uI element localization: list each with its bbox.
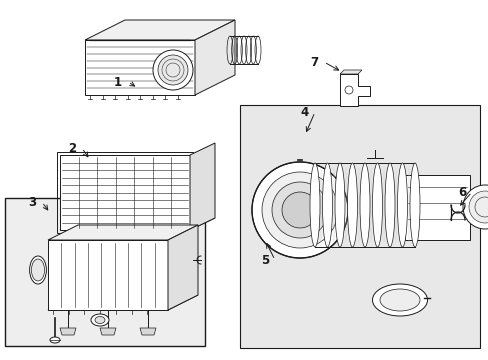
Polygon shape	[48, 295, 198, 310]
Bar	[5, 198, 204, 346]
Circle shape	[271, 182, 327, 238]
Ellipse shape	[50, 337, 60, 343]
Polygon shape	[339, 74, 369, 106]
Ellipse shape	[30, 256, 46, 284]
Text: 7: 7	[309, 55, 317, 68]
Text: 3: 3	[28, 195, 36, 208]
Circle shape	[468, 191, 488, 223]
Circle shape	[153, 50, 193, 90]
Ellipse shape	[91, 314, 109, 326]
Circle shape	[262, 172, 337, 248]
Text: 4: 4	[300, 105, 308, 118]
Polygon shape	[48, 225, 198, 240]
Ellipse shape	[359, 163, 369, 247]
Ellipse shape	[384, 163, 394, 247]
Polygon shape	[190, 143, 215, 230]
Ellipse shape	[379, 289, 419, 311]
Text: 2: 2	[68, 141, 76, 154]
Circle shape	[158, 55, 187, 85]
Polygon shape	[85, 20, 235, 40]
Ellipse shape	[95, 316, 105, 324]
Circle shape	[474, 197, 488, 217]
Polygon shape	[168, 225, 198, 310]
Polygon shape	[60, 155, 190, 230]
Circle shape	[345, 86, 352, 94]
Circle shape	[462, 185, 488, 229]
Polygon shape	[339, 70, 361, 74]
Ellipse shape	[31, 259, 44, 281]
Polygon shape	[85, 40, 195, 95]
Ellipse shape	[322, 163, 332, 247]
Polygon shape	[100, 328, 116, 335]
Circle shape	[251, 162, 347, 258]
Ellipse shape	[409, 163, 419, 247]
Ellipse shape	[334, 163, 345, 247]
Ellipse shape	[372, 284, 427, 316]
Polygon shape	[140, 328, 156, 335]
Polygon shape	[195, 20, 235, 95]
Text: 1: 1	[114, 76, 122, 89]
Ellipse shape	[397, 163, 407, 247]
Bar	[404, 175, 469, 240]
Polygon shape	[60, 328, 76, 335]
Ellipse shape	[33, 262, 43, 278]
Ellipse shape	[372, 163, 382, 247]
Polygon shape	[60, 218, 215, 230]
Text: 6: 6	[457, 185, 465, 198]
Polygon shape	[48, 240, 168, 310]
Ellipse shape	[347, 163, 357, 247]
Text: 5: 5	[260, 253, 268, 266]
Polygon shape	[240, 105, 479, 348]
Circle shape	[282, 192, 317, 228]
Ellipse shape	[309, 163, 319, 247]
